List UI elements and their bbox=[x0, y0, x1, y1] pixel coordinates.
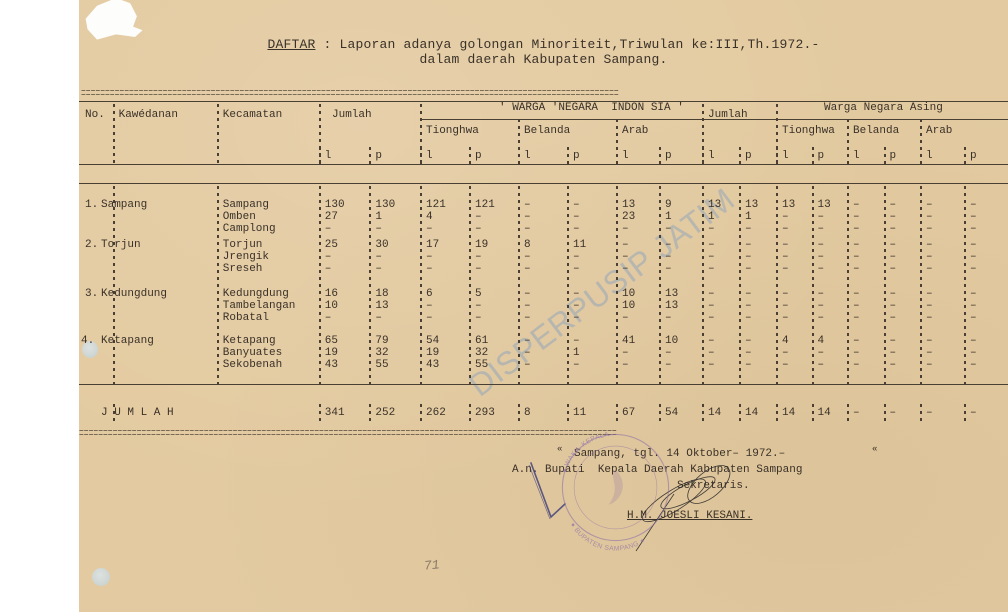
svg-text:● WAKIL KEPALA: ● WAKIL KEPALA bbox=[561, 431, 610, 474]
